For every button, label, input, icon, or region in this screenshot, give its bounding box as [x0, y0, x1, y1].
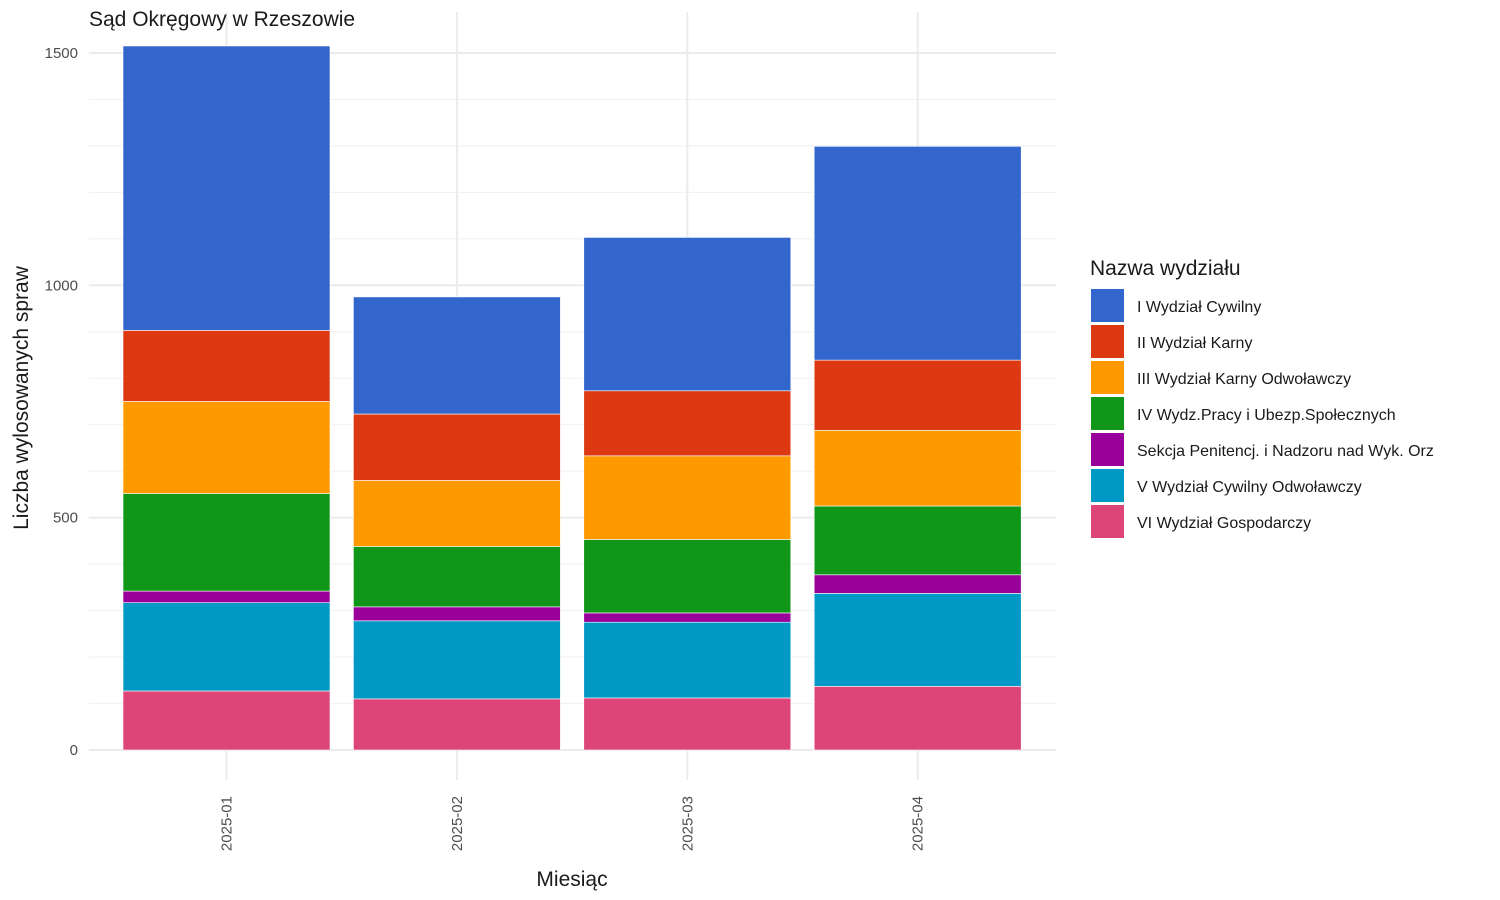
legend-title: Nazwa wydziału	[1090, 257, 1241, 280]
legend-swatch	[1091, 469, 1124, 502]
bar-segment	[583, 612, 792, 623]
legend-label: III Wydział Karny Odwoławczy	[1137, 371, 1351, 388]
y-tick-label: 500	[53, 510, 78, 527]
bar-segment	[122, 590, 331, 603]
legend-label: Sekcja Penitencj. i Nadzoru nad Wyk. Orz	[1137, 443, 1434, 460]
bar-segment	[813, 505, 1022, 576]
chart-title: Sąd Okręgowy w Rzeszowie	[89, 8, 355, 31]
bar-segment	[813, 429, 1022, 507]
legend-swatch	[1091, 505, 1124, 538]
bar-segment	[353, 620, 561, 700]
bar-segment	[122, 330, 331, 402]
y-tick-label: 1500	[45, 45, 78, 62]
x-tick-label: 2025-03	[679, 796, 696, 851]
bar-segment	[353, 480, 561, 547]
legend-label: II Wydział Karny	[1137, 335, 1252, 352]
bar-segment	[122, 690, 331, 751]
bar-segment	[583, 455, 792, 540]
legend-swatch	[1091, 289, 1124, 322]
legend-label: I Wydział Cywilny	[1137, 299, 1261, 316]
bar-segment	[583, 697, 792, 751]
bar-segment	[583, 539, 792, 614]
y-axis: 0 500 1000 1500	[45, 45, 78, 759]
bar-segment	[813, 146, 1022, 361]
bar-segment	[353, 606, 561, 622]
bar-segment	[353, 296, 561, 415]
legend-label: V Wydział Cywilny Odwoławczy	[1137, 479, 1362, 496]
legend-label: IV Wydz.Pracy i Ubezp.Społecznych	[1137, 407, 1396, 424]
bars	[122, 45, 1022, 751]
x-tick-label: 2025-02	[449, 796, 466, 851]
bar-segment	[353, 698, 561, 751]
bar-segment	[122, 45, 331, 331]
bar-segment	[353, 546, 561, 608]
bar-segment	[583, 237, 792, 392]
y-axis-title: Liczba wylosowanych spraw	[10, 265, 33, 530]
bar-segment	[122, 493, 331, 592]
bar-segment	[813, 686, 1022, 751]
x-axis: 2025-01 2025-02 2025-03 2025-04	[219, 796, 927, 851]
legend-swatch	[1091, 361, 1124, 394]
legend-swatch	[1091, 433, 1124, 466]
legend-swatch	[1091, 397, 1124, 430]
bar-segment	[813, 359, 1022, 431]
legend: Nazwa wydziału I Wydział Cywilny II Wydzi…	[1090, 257, 1434, 538]
y-tick-label: 1000	[45, 277, 78, 294]
bar-segment	[583, 621, 792, 699]
bar-segment	[813, 593, 1022, 687]
y-tick-label: 0	[70, 742, 78, 759]
legend-label: VI Wydział Gospodarczy	[1137, 515, 1311, 532]
legend-swatch	[1091, 325, 1124, 358]
x-axis-title: Miesiąc	[536, 868, 607, 891]
bar-segment	[122, 602, 331, 692]
bar-segment	[583, 390, 792, 457]
bar-segment	[122, 401, 331, 494]
bar-segment	[813, 574, 1022, 594]
x-tick-label: 2025-04	[910, 796, 927, 851]
x-tick-label: 2025-01	[219, 796, 236, 851]
bar-segment	[353, 413, 561, 481]
